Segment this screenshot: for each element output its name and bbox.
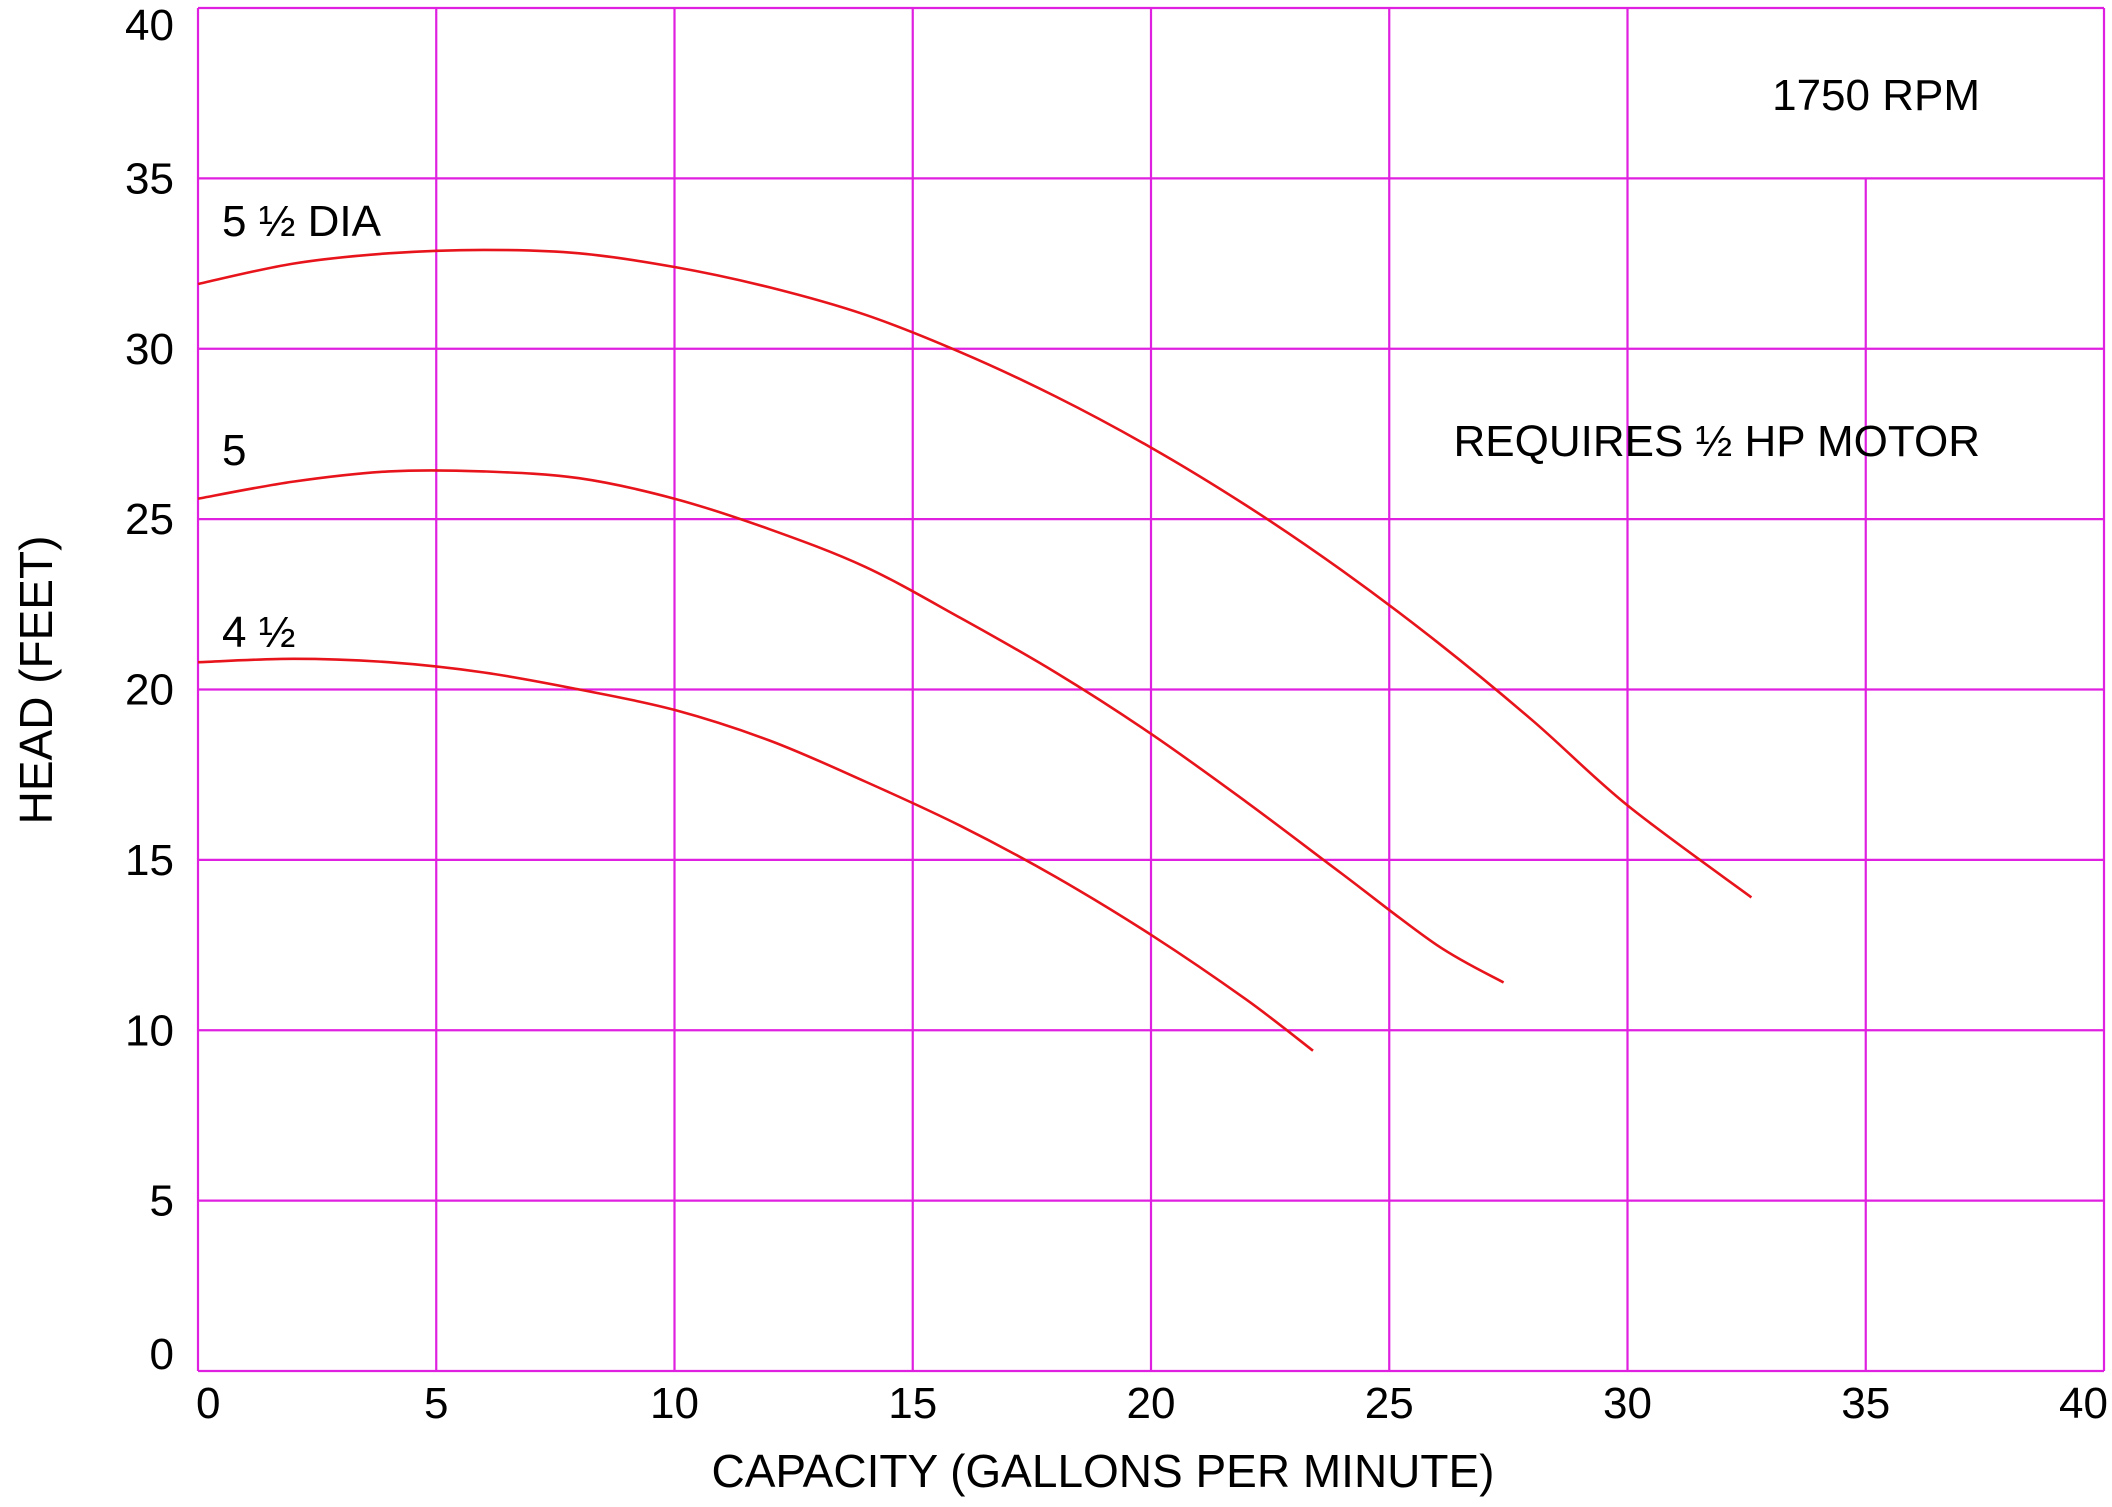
curve-series-2 [197, 657, 1314, 1052]
x-tick-label: 15 [888, 1379, 937, 1428]
curve-series-1 [197, 469, 1505, 984]
x-tick-label: 25 [1365, 1379, 1414, 1428]
curve-label-5: 5 [222, 426, 246, 475]
y-tick-label: 25 [125, 495, 174, 544]
y-tick-label: 5 [150, 1177, 174, 1226]
x-tick-label: 5 [424, 1379, 448, 1428]
curve-label-5-half-dia: 5 ½ DIA [222, 197, 382, 246]
y-tick-label: 10 [125, 1006, 174, 1055]
x-tick-label: 40 [2059, 1379, 2108, 1428]
rpm-annotation: 1750 RPM [1772, 71, 1980, 120]
y-tick-label: 0 [150, 1330, 174, 1379]
curve-series-0 [197, 248, 1753, 899]
y-axis-title: HEAD (FEET) [10, 536, 62, 825]
y-tick-label: 35 [125, 154, 174, 203]
y-tick-label: 30 [125, 325, 174, 374]
performance-curves [197, 248, 1753, 1052]
y-tick-label: 15 [125, 836, 174, 885]
x-tick-label: 35 [1841, 1379, 1890, 1428]
x-tick-label: 0 [196, 1379, 220, 1428]
x-axis-title: CAPACITY (GALLONS PER MINUTE) [712, 1445, 1495, 1497]
y-tick-label: 40 [125, 1, 174, 50]
grid [196, 6, 2106, 1373]
x-tick-label: 30 [1603, 1379, 1652, 1428]
y-tick-label: 20 [125, 666, 174, 715]
tick-labels: 0 5 10 15 20 25 30 35 40 0 5 10 15 20 25 30 35 40 [125, 1, 2108, 1428]
curve-label-4-half: 4 ½ [222, 608, 295, 657]
x-tick-label: 10 [650, 1379, 699, 1428]
motor-annotation: REQUIRES ½ HP MOTOR [1454, 417, 1980, 466]
x-tick-label: 20 [1127, 1379, 1176, 1428]
